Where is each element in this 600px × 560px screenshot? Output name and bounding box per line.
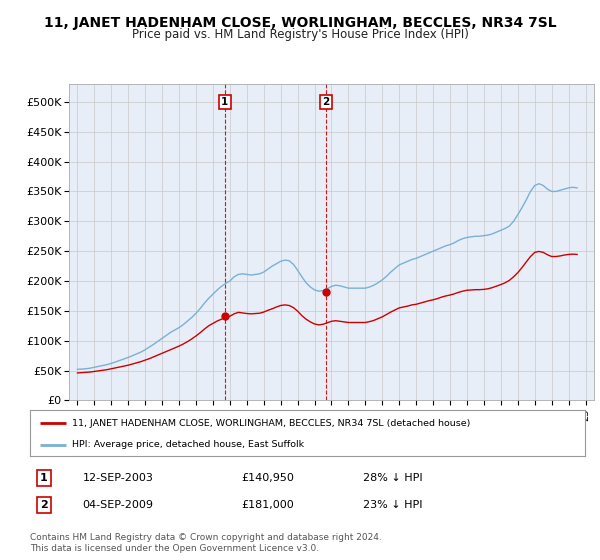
Text: 1: 1 xyxy=(40,473,48,483)
Text: Contains HM Land Registry data © Crown copyright and database right 2024.
This d: Contains HM Land Registry data © Crown c… xyxy=(30,533,382,553)
Text: 2: 2 xyxy=(40,500,48,510)
Text: £181,000: £181,000 xyxy=(241,500,293,510)
Text: 2: 2 xyxy=(322,97,329,107)
Text: 12-SEP-2003: 12-SEP-2003 xyxy=(83,473,154,483)
Text: 11, JANET HADENHAM CLOSE, WORLINGHAM, BECCLES, NR34 7SL (detached house): 11, JANET HADENHAM CLOSE, WORLINGHAM, BE… xyxy=(71,419,470,428)
Text: Price paid vs. HM Land Registry's House Price Index (HPI): Price paid vs. HM Land Registry's House … xyxy=(131,28,469,41)
Text: HPI: Average price, detached house, East Suffolk: HPI: Average price, detached house, East… xyxy=(71,440,304,450)
Text: 11, JANET HADENHAM CLOSE, WORLINGHAM, BECCLES, NR34 7SL: 11, JANET HADENHAM CLOSE, WORLINGHAM, BE… xyxy=(44,16,556,30)
Text: 1: 1 xyxy=(221,97,229,107)
Text: £140,950: £140,950 xyxy=(241,473,294,483)
Text: 04-SEP-2009: 04-SEP-2009 xyxy=(83,500,154,510)
Text: 28% ↓ HPI: 28% ↓ HPI xyxy=(363,473,422,483)
Text: 23% ↓ HPI: 23% ↓ HPI xyxy=(363,500,422,510)
